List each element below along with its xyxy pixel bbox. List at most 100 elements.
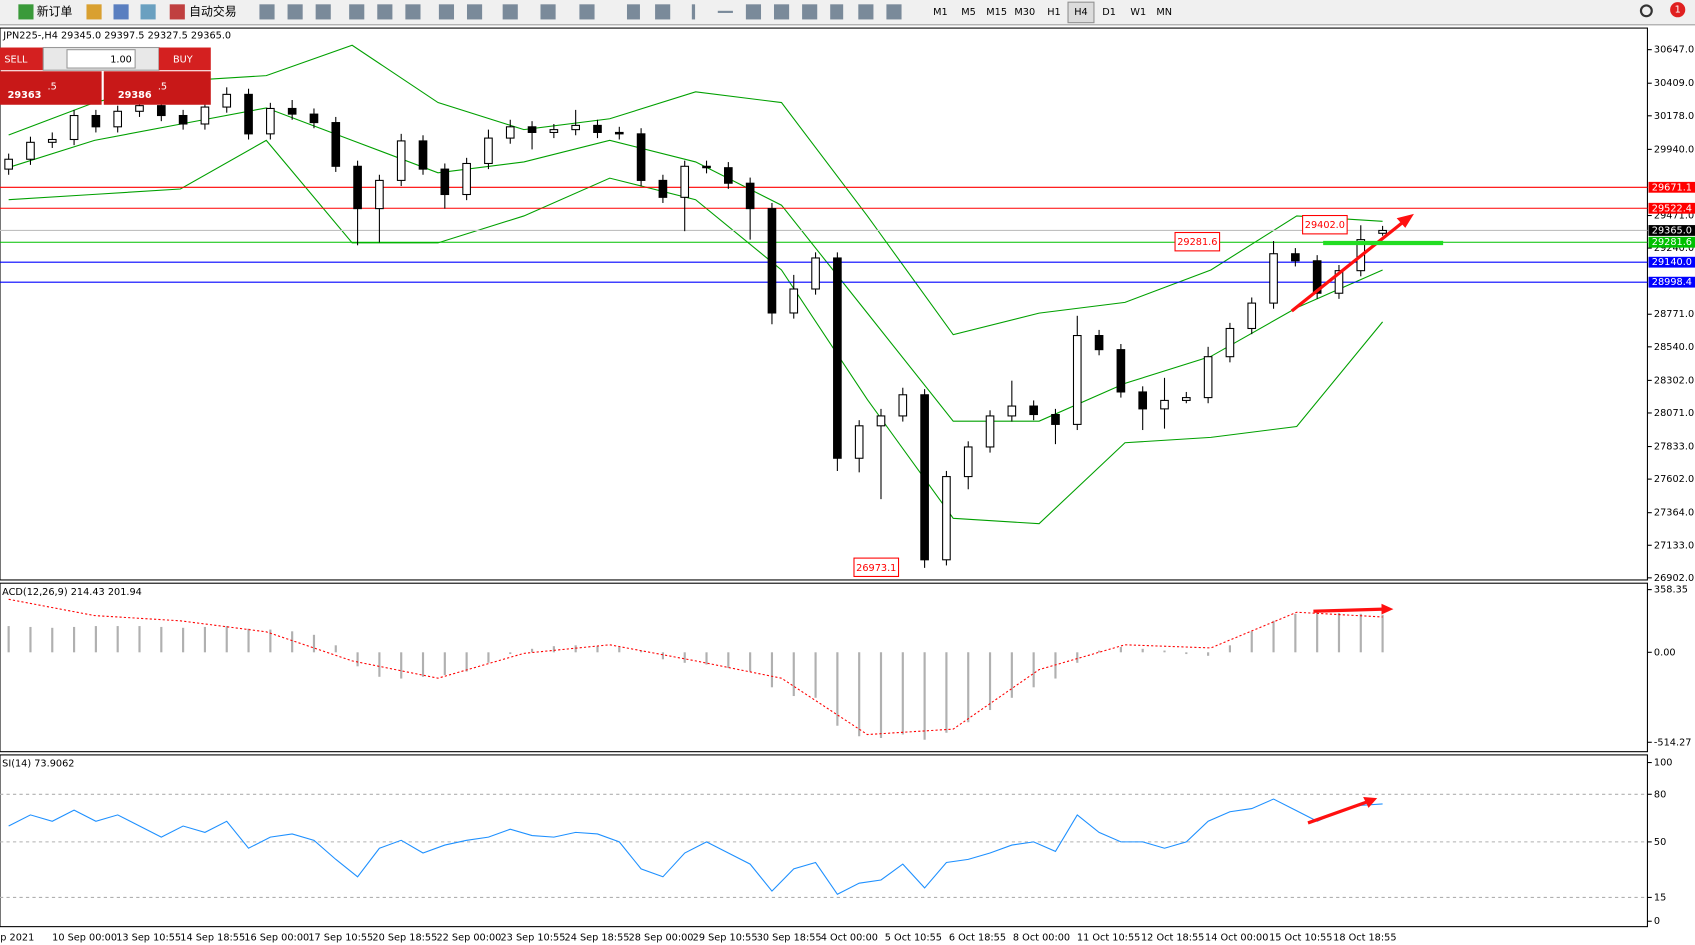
y-tick-label: 27364.0 xyxy=(1654,508,1694,519)
timeframe-button[interactable]: H4 xyxy=(1074,7,1088,18)
price-annotation-box xyxy=(1302,214,1348,235)
timeframe-button[interactable]: M15 xyxy=(986,7,1007,18)
tool-icon[interactable] xyxy=(626,4,640,20)
auto-trading-icon[interactable] xyxy=(169,4,185,20)
x-tick-label: 28 Sep 00:00 xyxy=(629,932,694,943)
tool-icon[interactable] xyxy=(438,4,455,20)
tool-icon[interactable] xyxy=(259,4,275,20)
candle-body xyxy=(680,165,690,198)
tool-icon[interactable] xyxy=(287,4,303,20)
tool-icon[interactable] xyxy=(466,4,483,20)
y-tick-label: 26902.0 xyxy=(1654,573,1694,584)
candle-body xyxy=(1160,399,1169,410)
candle-body xyxy=(287,107,297,115)
trend-arrow xyxy=(1290,219,1407,313)
chart-header: JPN225-,H4 29345.0 29397.5 29327.5 29365… xyxy=(2,31,231,42)
buy-price[interactable]: 29386 xyxy=(118,90,152,101)
sell-label[interactable]: SELL xyxy=(4,54,28,65)
buy-button[interactable] xyxy=(158,47,211,71)
x-tick-label: 6 Oct 18:55 xyxy=(949,932,1006,943)
y-tick-label: 15 xyxy=(1654,892,1666,903)
tool-icon[interactable] xyxy=(745,4,762,20)
candle-body xyxy=(767,208,777,314)
lots-input[interactable] xyxy=(66,49,136,69)
macd-arrow xyxy=(1313,607,1384,613)
x-tick-label: 23 Sep 10:55 xyxy=(501,932,566,943)
candle-body xyxy=(309,113,319,124)
toolbar-bg xyxy=(0,0,1695,25)
tool-icon[interactable] xyxy=(349,4,365,20)
buy-fraction[interactable]: .5 xyxy=(158,81,167,92)
tool-icon[interactable] xyxy=(579,4,595,20)
candle-body xyxy=(527,126,537,133)
auto-trading[interactable]: 自动交易 xyxy=(189,4,237,18)
y-tick-label: 27833.0 xyxy=(1654,442,1694,453)
level-label: 29281.6 xyxy=(1652,237,1692,248)
tool-icon[interactable] xyxy=(377,4,393,20)
tool-icon[interactable] xyxy=(886,4,902,20)
candle-body xyxy=(1203,356,1213,399)
candle-body xyxy=(963,446,973,478)
tool-icon[interactable] xyxy=(540,4,556,20)
tool-icon[interactable] xyxy=(86,4,102,20)
candle-body xyxy=(200,106,210,125)
arrow-head xyxy=(1363,797,1378,808)
rsi-panel xyxy=(0,754,1648,928)
tool-icon[interactable] xyxy=(113,4,129,20)
level-label: 29671.1 xyxy=(1652,182,1692,193)
candle-body xyxy=(549,129,559,133)
y-tick-label: 29940.0 xyxy=(1654,144,1694,155)
candle-body xyxy=(156,105,166,117)
y-tick-label: 0 xyxy=(1654,916,1660,927)
timeframe-button[interactable]: MN xyxy=(1156,7,1172,18)
candle-body xyxy=(854,425,864,459)
notification-badge[interactable] xyxy=(1670,2,1686,18)
candle-body xyxy=(658,179,668,198)
level-box xyxy=(1648,256,1695,268)
tool-icon[interactable] xyxy=(830,4,844,20)
tool-icon[interactable] xyxy=(655,4,671,20)
level-label: 29522.4 xyxy=(1652,203,1692,214)
tool-icon[interactable] xyxy=(502,4,518,20)
tool-icon[interactable] xyxy=(717,10,733,13)
candle-body xyxy=(266,107,275,135)
candle-body xyxy=(440,168,450,196)
tool-icon[interactable] xyxy=(802,4,818,20)
buy-price-box[interactable] xyxy=(103,71,211,105)
candle-body xyxy=(702,165,711,169)
sell-button[interactable] xyxy=(0,47,44,71)
tool-icon[interactable] xyxy=(691,4,696,20)
tool-icon[interactable] xyxy=(858,4,874,20)
tool-icon[interactable] xyxy=(315,4,331,20)
sell-price[interactable]: 29363 xyxy=(8,90,42,101)
lots[interactable]: 1.00 xyxy=(110,54,132,65)
candle-body xyxy=(1291,253,1300,262)
tool-icon[interactable] xyxy=(773,4,790,20)
timeframe-button[interactable]: W1 xyxy=(1130,7,1146,18)
candle-body xyxy=(942,476,951,561)
new-order[interactable]: 新订单 xyxy=(37,4,73,18)
timeframe-button[interactable]: D1 xyxy=(1102,7,1116,18)
x-tick-label: 24 Sep 18:55 xyxy=(565,932,630,943)
timeframe-button[interactable]: M1 xyxy=(933,7,948,18)
tool-icon[interactable] xyxy=(405,4,421,20)
candle-body xyxy=(833,257,842,459)
sell-fraction[interactable]: .5 xyxy=(48,81,57,92)
macd-signal xyxy=(8,598,1383,736)
tool-icon[interactable] xyxy=(140,4,156,20)
timeframe-button[interactable]: M5 xyxy=(961,7,976,18)
level-box xyxy=(1648,276,1695,288)
new-order-icon[interactable] xyxy=(18,4,34,20)
candle-body xyxy=(418,140,428,170)
timeframe-button[interactable]: H1 xyxy=(1047,7,1061,18)
candle-body xyxy=(222,93,232,108)
candle-body xyxy=(91,114,101,128)
search-icon[interactable] xyxy=(1639,4,1653,18)
x-tick-label: 30 Sep 18:55 xyxy=(757,932,822,943)
buy-label[interactable]: BUY xyxy=(173,54,193,65)
timeframe-button[interactable]: M30 xyxy=(1014,7,1035,18)
candle-body xyxy=(811,257,820,290)
level-box xyxy=(1648,181,1695,193)
sell-price-box[interactable] xyxy=(0,71,102,105)
y-tick-label: 28540.0 xyxy=(1654,342,1694,353)
